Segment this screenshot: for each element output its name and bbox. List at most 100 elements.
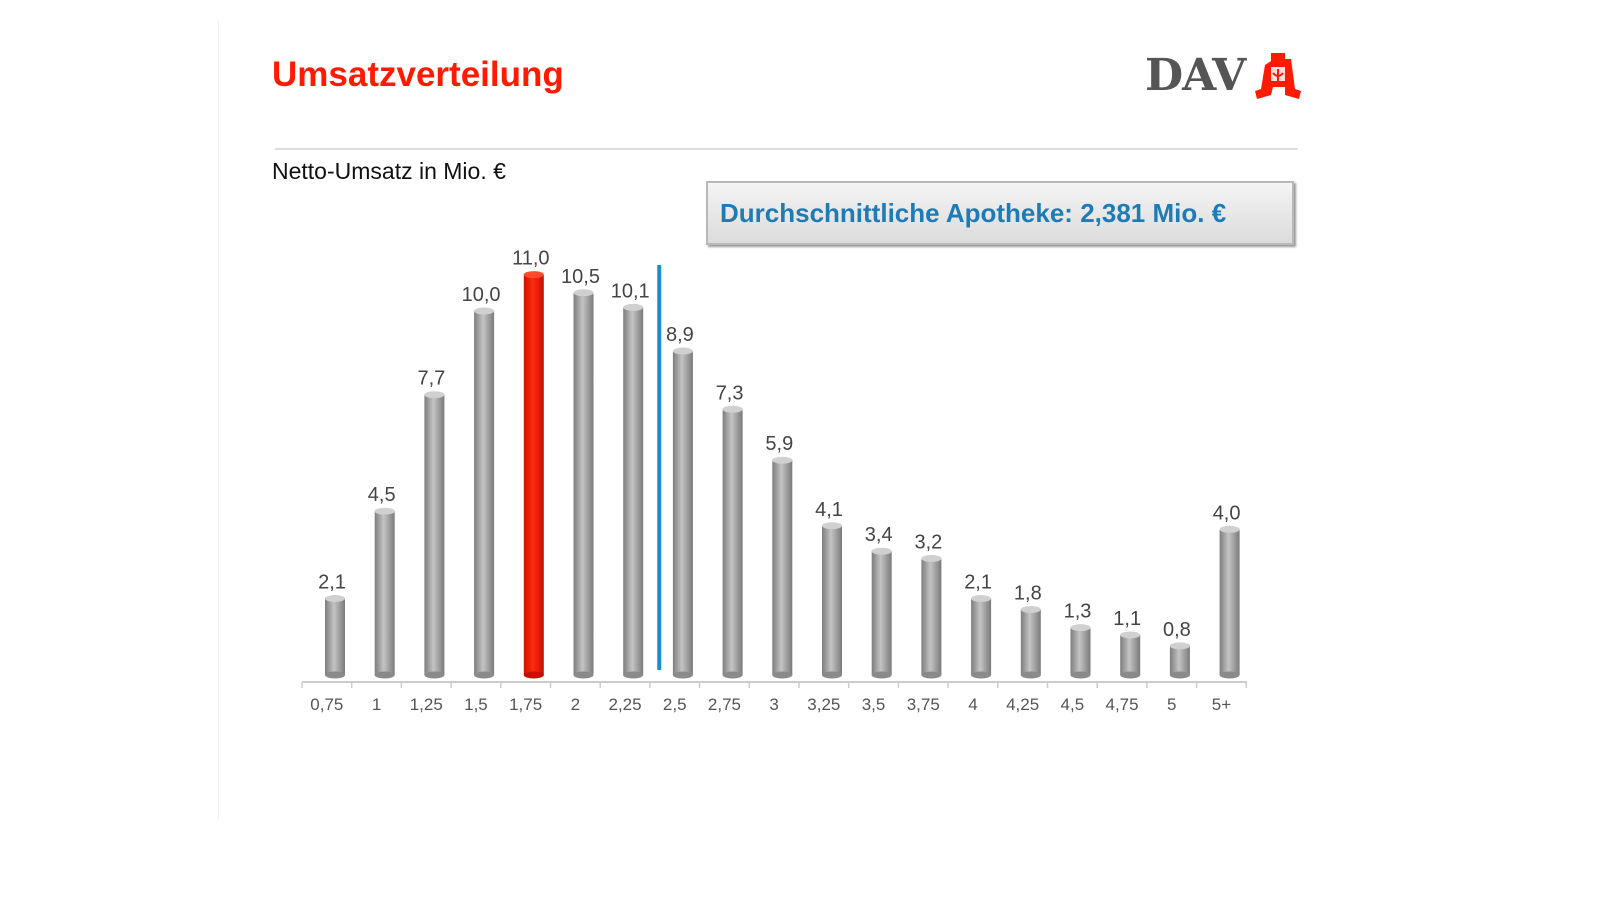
data-label: 1,1 (1113, 608, 1141, 630)
x-tick-label: 2,25 (609, 695, 642, 714)
data-label: 3,2 (914, 532, 942, 554)
bar (623, 307, 644, 675)
bar-base (1020, 671, 1041, 679)
bar (1120, 634, 1141, 675)
data-label: 10,1 (611, 280, 650, 302)
slide-edge (218, 20, 219, 820)
x-tick-label: 3 (769, 695, 778, 714)
bar-cap (1120, 631, 1141, 639)
bar (1219, 529, 1240, 675)
data-label: 1,3 (1064, 601, 1092, 623)
bar-base (772, 671, 793, 679)
data-label: 4,5 (368, 484, 396, 506)
bar (871, 551, 892, 675)
x-tick-label: 1,75 (509, 695, 542, 714)
x-tick-label: 1,25 (410, 695, 443, 714)
data-label: 4,0 (1213, 502, 1241, 524)
bar (921, 558, 942, 675)
bar-base (672, 671, 693, 679)
data-label: 7,3 (716, 382, 744, 404)
bar (325, 598, 345, 675)
bar-base (573, 671, 594, 679)
bar-base (822, 671, 842, 679)
data-label: 5,9 (765, 433, 793, 455)
bar-base (1120, 671, 1141, 679)
data-label: 4,1 (815, 499, 843, 521)
x-tick-label: 2,5 (663, 695, 687, 714)
bar (523, 274, 544, 675)
data-label: 8,9 (666, 324, 694, 346)
bar-cap (573, 289, 594, 297)
bar-base (523, 671, 544, 679)
bar-cap (424, 391, 445, 399)
data-label: 11,0 (512, 248, 549, 270)
slide-title: Umsatzverteilung (272, 55, 564, 94)
bar (722, 409, 743, 675)
bar (971, 598, 992, 675)
x-tick-label: 1 (372, 695, 381, 714)
apotheke-a-icon (1255, 52, 1302, 99)
bar (672, 351, 693, 675)
x-tick-label: 3,75 (907, 695, 940, 714)
bar (772, 460, 793, 675)
data-label: 2,1 (318, 572, 346, 594)
bar (374, 511, 395, 675)
bar-cap (1169, 642, 1190, 650)
bar-base (921, 671, 942, 679)
bar-cap (772, 456, 793, 464)
bar-cap (523, 271, 544, 279)
bar-cap (623, 303, 644, 311)
bar-base (1070, 671, 1091, 679)
x-tick-label: 3,25 (807, 695, 840, 714)
bar (424, 394, 445, 675)
x-tick-label: 2 (571, 695, 580, 714)
bar-base (1169, 671, 1190, 679)
data-label: 10,0 (462, 284, 501, 306)
data-label: 10,5 (561, 266, 600, 288)
bar-cap (722, 405, 743, 413)
x-tick-label: 5 (1167, 695, 1176, 714)
x-tick-label: 4 (968, 695, 977, 714)
x-tick-label: 4,5 (1061, 695, 1085, 714)
data-label: 3,4 (865, 524, 893, 546)
bar-cap (474, 307, 495, 315)
data-label: 1,8 (1014, 582, 1042, 604)
x-tick-label: 0,75 (310, 695, 343, 714)
x-tick-label: 4,25 (1006, 695, 1039, 714)
dav-logo: DAV (1145, 50, 1302, 101)
bar-cap (971, 595, 992, 603)
data-label: 2,1 (964, 572, 992, 594)
bar-cap (1219, 525, 1240, 533)
bar-base (474, 671, 495, 679)
y-axis-label: Netto-Umsatz in Mio. € (272, 158, 506, 184)
bar (1020, 609, 1041, 675)
bar (474, 311, 495, 675)
bar (822, 525, 842, 675)
bar-cap (325, 595, 345, 603)
bar-base (623, 671, 644, 679)
bar-cap (672, 347, 693, 355)
bar-cap (1020, 605, 1041, 613)
bar-base (871, 671, 892, 679)
x-tick-label: 2,75 (708, 695, 741, 714)
bar-base (1219, 671, 1240, 679)
bar-base (722, 671, 743, 679)
bar-cap (1070, 624, 1091, 632)
x-tick-label: 4,75 (1106, 695, 1139, 714)
bar-cap (374, 507, 395, 515)
header-divider (275, 148, 1298, 150)
data-label: 7,7 (417, 368, 445, 390)
logo-text: DAV (1145, 50, 1246, 101)
bar-base (424, 671, 445, 679)
x-tick-label: 3,5 (862, 695, 886, 714)
bar-base (374, 671, 395, 679)
bar-cap (871, 547, 892, 555)
x-tick-label: 1,5 (464, 695, 488, 714)
bar-base (325, 671, 345, 679)
bar (1169, 645, 1190, 675)
bar (1070, 627, 1091, 675)
bar-base (971, 671, 992, 679)
x-tick-label: 5+ (1212, 695, 1231, 714)
bar (573, 292, 594, 675)
